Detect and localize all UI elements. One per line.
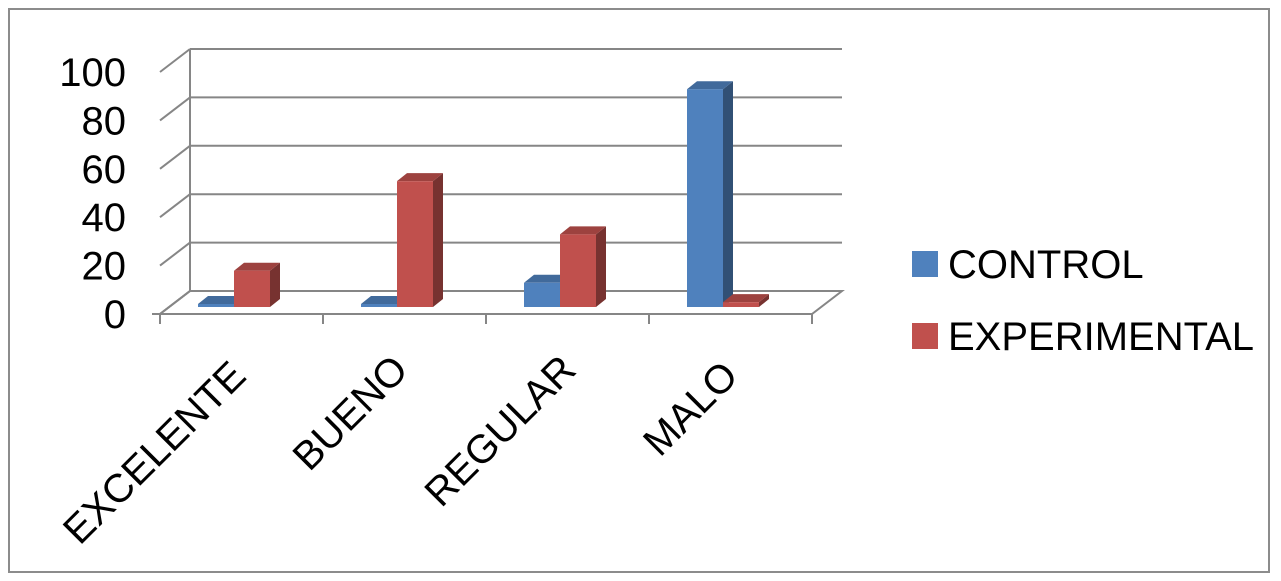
x-tick-label: BUENO [285,347,417,479]
x-axis-category-labels: EXCELENTE BUENO REGULAR MALO [55,347,746,552]
gridline-side [159,145,191,170]
bar [687,81,733,307]
bar-top [687,81,733,90]
bar-side [270,262,280,307]
bar-side [596,226,606,307]
legend: CONTROL EXPERIMENTAL [912,243,1254,359]
bar-top [560,226,606,235]
bar-side [759,294,769,307]
bar-front [361,304,397,307]
bar-top [397,173,443,182]
bar-front [723,302,759,307]
chart-walls [159,49,191,315]
gridline-side [159,96,191,122]
gridline-side [159,48,191,73]
legend-item: EXPERIMENTAL [912,315,1254,359]
bar-side [433,173,443,307]
gridlines [159,48,842,315]
legend-label: CONTROL [948,243,1144,287]
legend-swatch [912,323,938,349]
y-tick-label: 80 [82,99,127,143]
bar-top [723,294,769,303]
y-tick-label: 40 [82,196,127,240]
gridline-side [159,193,191,218]
x-tick-label: MALO [635,353,746,464]
bar-front [560,234,596,307]
chart-floor [152,290,845,324]
bar-top [524,274,570,283]
bar-top [234,262,280,271]
bars-group [198,81,769,307]
bar [723,294,769,307]
bar-top [198,296,244,304]
x-tick-label: REGULAR [417,347,585,515]
bar-front [234,270,270,307]
bar-front [198,304,234,307]
bar-front [397,181,433,307]
y-tick-label: 0 [104,293,126,337]
floor [157,290,845,315]
legend-swatch [912,251,938,277]
y-tick-label: 20 [82,245,127,289]
gridline-side [159,241,191,267]
bar [397,173,443,307]
y-tick-label: 60 [82,148,127,192]
bar-front [687,89,723,307]
bar-top [361,296,407,304]
legend-label: EXPERIMENTAL [948,315,1254,359]
legend-item: CONTROL [912,243,1144,287]
bar [234,262,280,307]
bar-side [723,81,733,307]
bar-front [524,282,560,307]
y-tick-label: 100 [59,51,126,95]
bar [560,226,606,307]
x-tick-label: EXCELENTE [55,353,254,552]
